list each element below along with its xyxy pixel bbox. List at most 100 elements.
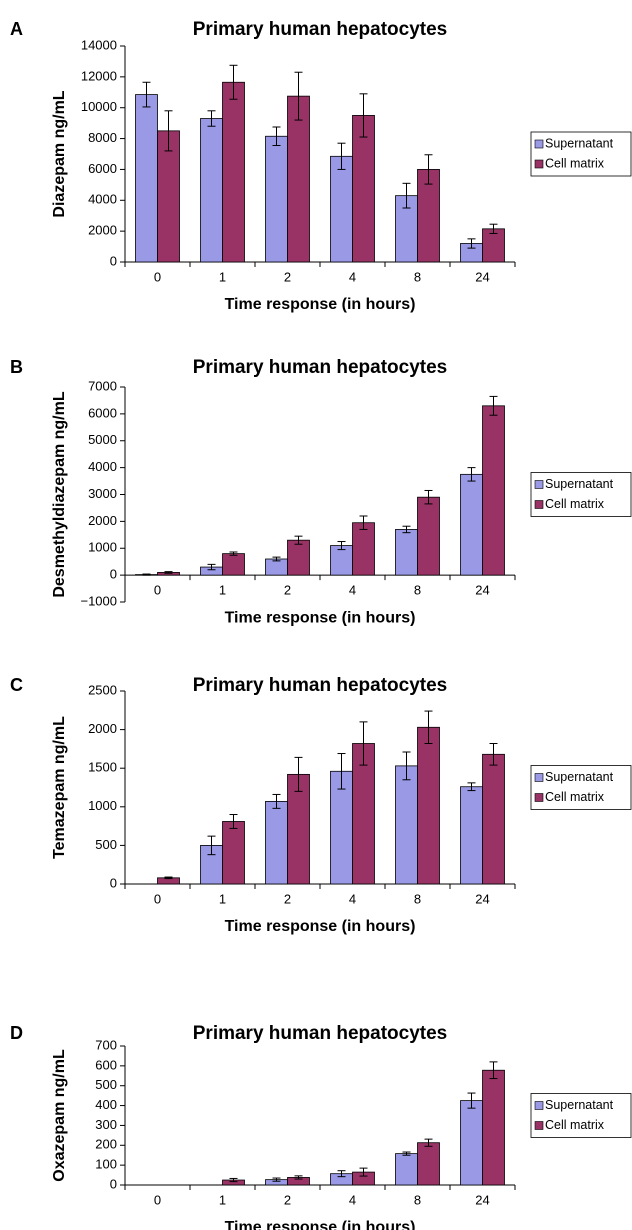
panel-label: C [10,675,23,695]
legend-swatch [534,480,544,489]
bar [287,539,310,576]
y-axis-title: Temazepam ng/mL [51,716,68,859]
panel: D Primary human hepatocytes Oxazepam ng/mL… [10,1023,632,1230]
x-tick-label: 8 [414,269,421,284]
error-bar [337,541,346,551]
x-tick-label: 1 [219,583,226,598]
legend-label: Cell matrix [545,497,605,511]
y-tick-label: 2000 [88,223,117,238]
error-bar [294,1175,303,1180]
bar [222,821,245,885]
bar [460,473,483,576]
error-bar [229,64,238,100]
legend-box [530,472,632,517]
legend-label: Supernatant [545,770,614,784]
y-tick-label: 100 [95,1157,117,1172]
error-bar [337,753,346,790]
x-tick-label: 4 [349,583,356,598]
x-tick-label: 1 [219,269,226,284]
x-tick-label: 8 [414,583,421,598]
legend-label: Supernatant [545,1098,614,1112]
chart-title: Primary human hepatocytes [193,19,447,40]
chart-title: Primary human hepatocytes [193,675,447,696]
bar [265,135,288,263]
x-tick-label: 4 [349,891,356,906]
y-tick-label: 4000 [88,192,117,207]
legend-swatch [534,1101,544,1110]
y-tick-label: 7000 [88,378,117,393]
x-tick-label: 0 [154,269,161,284]
bar [417,496,440,576]
x-tick-label: 2 [284,891,291,906]
y-tick-label: 1000 [88,540,117,555]
bar [482,1069,505,1186]
error-bar [424,154,433,185]
legend-box [530,1093,632,1138]
error-bar [467,782,476,792]
y-tick-label: 1000 [88,798,117,813]
x-tick-label: 2 [284,1192,291,1207]
error-bar [164,571,173,574]
x-tick-label: 1 [219,1192,226,1207]
error-bar [467,467,476,482]
legend-swatch [534,1121,544,1130]
bar [265,558,288,576]
error-bar [402,1151,411,1156]
error-bar [489,395,498,416]
error-bar [359,515,368,530]
error-bar [337,1170,346,1178]
x-tick-label: 2 [284,583,291,598]
y-axis-title: Desmethyldiazepam ng/mL [51,391,68,598]
y-tick-label: 2000 [88,721,117,736]
y-tick-label: 4000 [88,459,117,474]
panel-label: A [10,19,23,39]
bar [395,529,418,576]
x-tick-label: 4 [349,269,356,284]
bar [352,522,375,576]
x-axis-title: Time response (in hours) [225,918,416,935]
x-axis-title: Time response (in hours) [225,609,416,626]
error-bar [489,223,498,234]
x-tick-label: 0 [154,1192,161,1207]
bar [330,155,353,263]
error-bar [272,793,281,809]
y-tick-label: 12000 [81,68,117,83]
chart-title: Primary human hepatocytes [193,1023,447,1044]
legend-swatch [534,773,544,782]
error-bar [337,142,346,170]
bar [460,1100,483,1186]
bar [135,94,158,263]
bar [222,81,245,263]
y-tick-label: 500 [95,1077,117,1092]
legend-swatch [534,793,544,802]
x-tick-label: 8 [414,891,421,906]
error-bar [294,756,303,792]
legend-label: Supernatant [545,136,614,150]
panel-label: B [10,357,23,377]
y-tick-label: 6000 [88,405,117,420]
y-tick-label: 6000 [88,161,117,176]
legend-swatch [534,159,544,169]
y-tick-label: 10000 [81,99,117,114]
panel: A Primary human hepatocytes Diazepam ng/mL… [10,19,632,313]
error-bar [359,721,368,766]
error-bar [424,710,433,744]
x-axis-title: Time response (in hours) [225,1219,416,1230]
y-tick-label: 400 [95,1097,117,1112]
error-bar [164,110,173,152]
x-tick-label: 2 [284,269,291,284]
y-tick-label: 8000 [88,130,117,145]
error-bar [229,551,238,556]
panel: B Primary human hepatocytes Desmethyldiaze… [10,357,632,626]
x-tick-label: 8 [414,1192,421,1207]
bar [222,553,245,576]
error-bar [272,556,281,562]
y-tick-label: 0 [110,1176,117,1191]
bar [482,405,505,576]
x-tick-label: 24 [475,891,489,906]
error-bar [272,1177,281,1182]
bar [395,1153,418,1186]
x-tick-label: 24 [475,1192,489,1207]
error-bar [467,238,476,249]
legend-box [530,765,632,810]
